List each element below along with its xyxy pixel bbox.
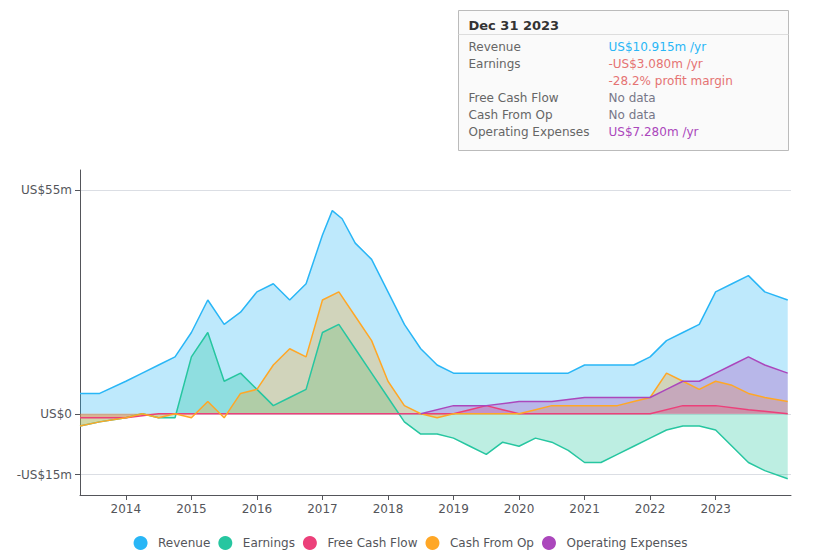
- svg-text:Revenue: Revenue: [158, 536, 210, 550]
- svg-text:Free Cash Flow: Free Cash Flow: [327, 536, 417, 550]
- svg-text:Cash From Op: Cash From Op: [450, 536, 534, 550]
- svg-text:Earnings: Earnings: [243, 536, 295, 550]
- svg-text:Free Cash Flow: Free Cash Flow: [469, 91, 559, 105]
- svg-text:2014: 2014: [111, 502, 142, 516]
- svg-text:Operating Expenses: Operating Expenses: [566, 536, 687, 550]
- svg-text:US$0: US$0: [40, 407, 72, 421]
- svg-text:2017: 2017: [307, 502, 338, 516]
- svg-text:2016: 2016: [242, 502, 273, 516]
- svg-text:-US$3.080m /yr: -US$3.080m /yr: [609, 57, 703, 71]
- svg-text:Earnings: Earnings: [469, 57, 521, 71]
- svg-text:US$10.915m /yr: US$10.915m /yr: [609, 40, 707, 54]
- svg-text:No data: No data: [609, 91, 656, 105]
- svg-text:No data: No data: [609, 108, 656, 122]
- svg-text:2022: 2022: [635, 502, 666, 516]
- svg-text:-US$15m: -US$15m: [17, 468, 72, 482]
- svg-text:-28.2% profit margin: -28.2% profit margin: [609, 74, 733, 88]
- svg-text:2020: 2020: [504, 502, 535, 516]
- svg-text:Revenue: Revenue: [469, 40, 521, 54]
- svg-text:Dec 31 2023: Dec 31 2023: [469, 18, 560, 33]
- svg-text:Operating Expenses: Operating Expenses: [469, 125, 590, 139]
- svg-text:2018: 2018: [373, 502, 404, 516]
- svg-text:2023: 2023: [700, 502, 731, 516]
- svg-text:US$55m: US$55m: [21, 183, 72, 197]
- svg-text:Cash From Op: Cash From Op: [469, 108, 553, 122]
- svg-text:2021: 2021: [569, 502, 600, 516]
- svg-text:2015: 2015: [176, 502, 207, 516]
- svg-text:2019: 2019: [438, 502, 469, 516]
- svg-text:US$7.280m /yr: US$7.280m /yr: [609, 125, 699, 139]
